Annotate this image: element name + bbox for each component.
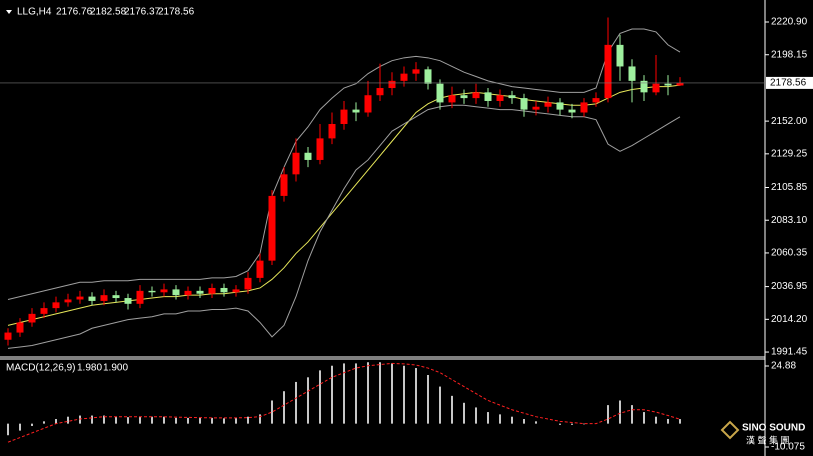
logo-name: SINO SOUND — [742, 423, 805, 434]
candle-body — [664, 83, 672, 86]
price-tag — [766, 76, 813, 89]
candle-body — [628, 66, 636, 81]
candle-body — [64, 299, 72, 303]
candle-body — [436, 83, 444, 103]
candle-body — [28, 313, 36, 323]
candle-body — [640, 80, 648, 93]
indicator-line — [7, 104, 681, 349]
candle-body — [172, 289, 180, 296]
y-tick-label: 2129.25 — [771, 148, 808, 159]
candle-body — [232, 289, 240, 293]
candle-body — [388, 80, 396, 89]
candle-body — [268, 195, 276, 261]
candle-body — [160, 289, 168, 293]
candle-body — [136, 290, 144, 304]
y-tick-label: 2014.20 — [771, 314, 808, 325]
candle-body — [256, 260, 264, 278]
ohlc-close: 2178.56 — [158, 7, 195, 18]
candle-body — [184, 290, 192, 296]
logo: SINO SOUND 漢 聲 集 團 — [720, 420, 805, 445]
candle-body — [352, 109, 360, 113]
candle-body — [592, 98, 600, 103]
y-tick-label: 2083.10 — [771, 215, 808, 226]
candle-body — [292, 152, 300, 175]
candle-body — [16, 322, 24, 333]
y-tick-label: -10.075 — [771, 442, 805, 453]
candle-body — [316, 138, 324, 160]
y-tick-label: 2036.95 — [771, 281, 808, 292]
candle-body — [472, 92, 480, 99]
candle-body — [652, 83, 660, 93]
ohlc-low: 2176.37 — [124, 7, 161, 18]
candle-body — [604, 44, 612, 99]
y-tick-label: 24.88 — [771, 361, 796, 372]
indicator-line — [7, 362, 681, 443]
candle-body — [244, 277, 252, 290]
macd-value: 1.980 — [77, 363, 102, 374]
candle-body — [424, 69, 432, 84]
menu-arrow[interactable] — [6, 10, 12, 14]
candle-body — [616, 44, 624, 67]
candle-body — [580, 102, 588, 113]
candle-body — [544, 102, 552, 107]
y-tick-label: 2220.90 — [771, 17, 808, 28]
y-tick-label: 2152.00 — [771, 116, 808, 127]
candle-body — [400, 73, 408, 81]
macd-title: MACD(12,26,9) — [6, 363, 75, 374]
candle-body — [532, 106, 540, 110]
ohlc-high: 2182.58 — [90, 7, 127, 18]
candle-body — [4, 332, 12, 340]
candle-body — [364, 95, 372, 113]
candle-body — [448, 95, 456, 103]
y-tick-label: 2105.85 — [771, 182, 808, 193]
candle-body — [88, 296, 96, 301]
y-tick-label: 1991.45 — [771, 347, 808, 358]
indicator-line — [7, 84, 681, 326]
candle-body — [412, 69, 420, 74]
candle-body — [460, 95, 468, 99]
candle-body — [340, 109, 348, 124]
candle-body — [76, 296, 84, 300]
candle-body — [148, 290, 156, 293]
logo-subtitle: 漢 聲 集 團 — [746, 434, 790, 445]
y-tick-label: 2060.35 — [771, 248, 808, 259]
candle-body — [556, 102, 564, 110]
candle-body — [376, 88, 384, 96]
indicator-line — [7, 28, 681, 300]
candle-body — [496, 95, 504, 101]
candle-body — [196, 290, 204, 294]
candle-body — [220, 287, 228, 293]
candle-body — [208, 287, 216, 294]
candle-body — [676, 82, 684, 86]
candle-body — [112, 295, 120, 299]
candle-body — [100, 295, 108, 301]
candle-body — [40, 308, 48, 314]
candle-body — [124, 298, 132, 304]
signal-value: 1.900 — [103, 363, 128, 374]
candle-body — [508, 95, 516, 99]
candle-body — [304, 152, 312, 160]
candle-body — [328, 123, 336, 139]
symbol-title: LLG,H4 — [17, 7, 52, 18]
candle-body — [484, 92, 492, 101]
y-tick-label: 2198.15 — [771, 49, 808, 60]
candle-body — [520, 98, 528, 110]
candle-body — [568, 109, 576, 113]
candle-body — [52, 302, 60, 309]
price-tag-label: 2178.56 — [770, 78, 807, 89]
ohlc-open: 2176.76 — [56, 7, 93, 18]
candle-body — [280, 174, 288, 196]
